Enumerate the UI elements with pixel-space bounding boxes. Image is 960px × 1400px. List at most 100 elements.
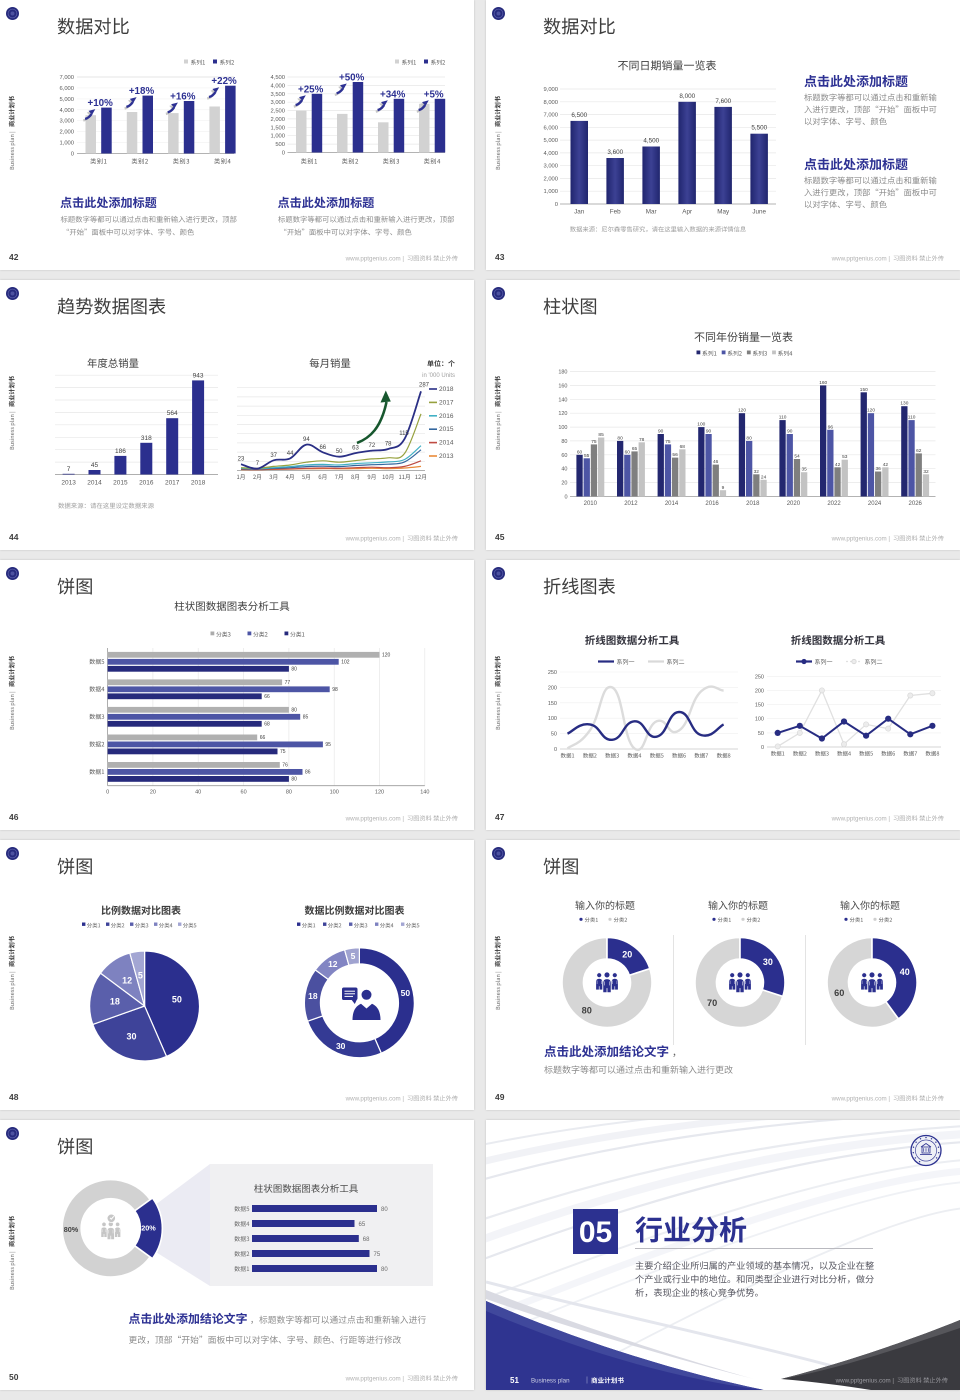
svg-text:5: 5 xyxy=(351,951,356,961)
svg-text:0: 0 xyxy=(282,151,285,157)
svg-text:30: 30 xyxy=(126,1031,136,1041)
svg-text:140: 140 xyxy=(558,397,567,403)
svg-text:2,500: 2,500 xyxy=(270,109,285,115)
svg-text:100: 100 xyxy=(548,716,557,722)
svg-text:68: 68 xyxy=(363,1237,370,1243)
svg-text:80: 80 xyxy=(291,708,297,714)
svg-text:www.pptgenius.com |: www.pptgenius.com | xyxy=(831,536,891,543)
svg-text:1,000: 1,000 xyxy=(59,141,74,147)
svg-text:85: 85 xyxy=(303,715,309,721)
svg-text:44: 44 xyxy=(9,532,19,542)
svg-text:120: 120 xyxy=(382,653,391,659)
svg-text:9: 9 xyxy=(722,485,725,491)
svg-text:12: 12 xyxy=(328,959,338,969)
svg-text:53: 53 xyxy=(842,454,848,460)
svg-text:Feb: Feb xyxy=(610,209,621,216)
svg-text:June: June xyxy=(752,209,766,216)
svg-text:80: 80 xyxy=(291,667,297,673)
svg-text:12: 12 xyxy=(122,975,132,985)
svg-text:50: 50 xyxy=(9,1372,19,1382)
svg-text:66: 66 xyxy=(264,694,270,700)
svg-text:3,000: 3,000 xyxy=(543,164,558,170)
svg-text:2013: 2013 xyxy=(61,480,76,487)
svg-text:0: 0 xyxy=(555,202,558,208)
svg-text:5,000: 5,000 xyxy=(543,138,558,144)
svg-text:3,600: 3,600 xyxy=(607,149,623,156)
svg-text:500: 500 xyxy=(275,142,285,148)
svg-text:Jan: Jan xyxy=(574,209,585,216)
svg-text:in '000 Units: in '000 Units xyxy=(422,373,455,379)
svg-text:2,000: 2,000 xyxy=(59,130,74,136)
svg-text:1,500: 1,500 xyxy=(270,125,285,131)
svg-text:7: 7 xyxy=(67,466,71,473)
svg-text:75: 75 xyxy=(665,439,671,445)
svg-text:102: 102 xyxy=(341,660,350,666)
svg-text:40: 40 xyxy=(195,790,201,796)
svg-text:8,000: 8,000 xyxy=(679,93,695,100)
svg-text:0: 0 xyxy=(71,152,74,158)
svg-text:63: 63 xyxy=(352,446,359,452)
svg-text:2014: 2014 xyxy=(87,480,102,487)
svg-text:250: 250 xyxy=(548,670,557,676)
svg-text:80: 80 xyxy=(286,790,292,796)
svg-text:72: 72 xyxy=(369,443,376,449)
svg-text:44: 44 xyxy=(287,451,294,457)
svg-text:+22%: +22% xyxy=(211,76,237,87)
svg-text:186: 186 xyxy=(115,448,126,455)
svg-text:80%: 80% xyxy=(64,1225,79,1234)
svg-text:150: 150 xyxy=(548,701,557,707)
svg-text:180: 180 xyxy=(558,370,567,376)
svg-text:0: 0 xyxy=(761,745,764,751)
svg-text:140: 140 xyxy=(420,790,429,796)
svg-text:94: 94 xyxy=(303,437,310,443)
svg-text:36: 36 xyxy=(876,466,882,472)
svg-text:46: 46 xyxy=(713,459,719,465)
svg-text:2016: 2016 xyxy=(139,480,154,487)
svg-text:80: 80 xyxy=(381,1267,388,1273)
svg-text:+50%: +50% xyxy=(339,73,365,84)
svg-text:56: 56 xyxy=(672,452,678,458)
svg-text:05: 05 xyxy=(579,1216,612,1249)
svg-text:42: 42 xyxy=(835,462,841,468)
svg-text:4,000: 4,000 xyxy=(59,108,74,114)
svg-text:130: 130 xyxy=(900,401,908,407)
svg-text:+18%: +18% xyxy=(129,86,155,97)
svg-text:3,500: 3,500 xyxy=(270,92,285,98)
svg-text:150: 150 xyxy=(860,387,868,393)
svg-text:2014: 2014 xyxy=(665,501,679,507)
svg-text:7: 7 xyxy=(256,461,260,467)
svg-text:6,000: 6,000 xyxy=(59,86,74,92)
svg-text:2026: 2026 xyxy=(909,501,923,507)
svg-text:2017: 2017 xyxy=(439,399,454,406)
svg-text:+10%: +10% xyxy=(88,98,114,109)
svg-text:90: 90 xyxy=(658,429,664,435)
svg-text:24: 24 xyxy=(761,474,767,480)
svg-text:75: 75 xyxy=(591,439,597,445)
svg-text:66: 66 xyxy=(260,735,266,741)
svg-text:0: 0 xyxy=(564,495,567,501)
svg-text:77: 77 xyxy=(285,680,291,686)
svg-text:www.pptgenius.com |: www.pptgenius.com | xyxy=(345,256,405,263)
svg-text:+16%: +16% xyxy=(170,92,196,103)
svg-text:May: May xyxy=(717,209,730,216)
svg-text:60: 60 xyxy=(625,449,631,455)
svg-text:+34%: +34% xyxy=(380,89,406,100)
svg-text:2018: 2018 xyxy=(746,501,760,507)
svg-text:47: 47 xyxy=(495,812,505,822)
svg-text:60: 60 xyxy=(577,449,583,455)
svg-text:86: 86 xyxy=(305,770,311,776)
svg-text:2010: 2010 xyxy=(584,501,598,507)
svg-text:42: 42 xyxy=(9,252,19,262)
svg-text:100: 100 xyxy=(330,790,339,796)
svg-text:80: 80 xyxy=(746,435,752,441)
svg-text:www.pptgenius.com |: www.pptgenius.com | xyxy=(831,816,891,823)
svg-text:80: 80 xyxy=(617,435,623,441)
svg-text:75: 75 xyxy=(374,1252,381,1258)
svg-text:2016: 2016 xyxy=(705,501,719,507)
svg-text:95: 95 xyxy=(325,742,331,748)
svg-text:200: 200 xyxy=(755,688,764,694)
svg-text:32: 32 xyxy=(754,469,760,475)
svg-text:943: 943 xyxy=(193,372,204,379)
svg-text:60: 60 xyxy=(834,988,844,998)
svg-text:100: 100 xyxy=(755,717,764,723)
